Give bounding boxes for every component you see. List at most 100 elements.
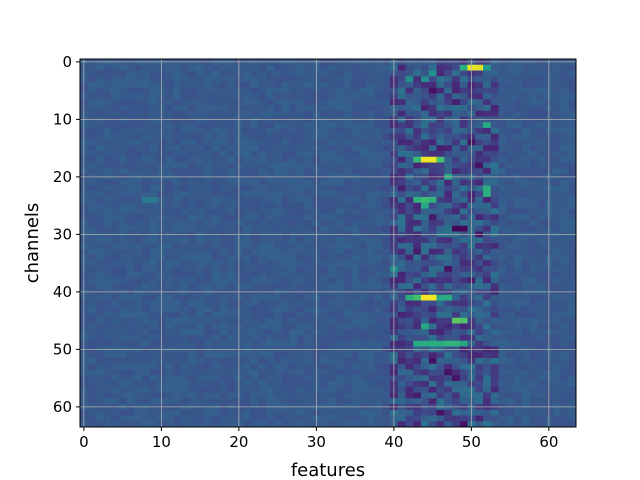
heatmap-cell bbox=[405, 70, 414, 77]
heatmap-cell bbox=[397, 254, 406, 261]
heatmap-cell bbox=[258, 335, 267, 342]
heatmap-cell bbox=[103, 76, 112, 83]
heatmap-cell bbox=[142, 254, 151, 261]
heatmap-cell bbox=[118, 306, 127, 313]
heatmap-cell bbox=[142, 145, 151, 152]
heatmap-cell bbox=[258, 145, 267, 152]
heatmap-cell bbox=[103, 312, 112, 319]
heatmap-cell bbox=[242, 317, 251, 324]
heatmap-cell bbox=[490, 156, 499, 163]
heatmap-cell bbox=[219, 329, 228, 336]
heatmap-cell bbox=[204, 191, 213, 198]
heatmap-cell bbox=[204, 392, 213, 399]
heatmap-cell bbox=[452, 133, 461, 140]
heatmap-cell bbox=[297, 128, 306, 135]
heatmap-cell bbox=[188, 151, 197, 158]
heatmap-cell bbox=[173, 363, 182, 370]
heatmap-cell bbox=[328, 421, 337, 428]
heatmap-cell bbox=[242, 208, 251, 215]
heatmap-cell bbox=[475, 409, 484, 416]
heatmap-cell bbox=[126, 220, 135, 227]
heatmap-cell bbox=[149, 335, 158, 342]
heatmap-cell bbox=[382, 168, 391, 175]
heatmap-cell bbox=[568, 260, 577, 267]
heatmap-cell bbox=[149, 151, 158, 158]
heatmap-cell bbox=[196, 266, 205, 273]
heatmap-cell bbox=[118, 340, 127, 347]
heatmap-cell bbox=[428, 208, 437, 215]
heatmap-cell bbox=[134, 243, 143, 250]
heatmap-cell bbox=[188, 386, 197, 393]
heatmap-cell bbox=[320, 340, 329, 347]
heatmap-cell bbox=[452, 271, 461, 278]
heatmap-cell bbox=[537, 64, 546, 71]
heatmap-cell bbox=[304, 312, 313, 319]
heatmap-cell bbox=[343, 317, 352, 324]
heatmap-cell bbox=[196, 225, 205, 232]
heatmap-cell bbox=[444, 185, 453, 192]
heatmap-cell bbox=[359, 122, 368, 129]
heatmap-cell bbox=[320, 329, 329, 336]
heatmap-cell bbox=[436, 386, 445, 393]
heatmap-cell bbox=[568, 300, 577, 307]
heatmap-cell bbox=[382, 133, 391, 140]
heatmap-cell bbox=[149, 133, 158, 140]
heatmap-cell bbox=[351, 145, 360, 152]
heatmap-cell bbox=[134, 392, 143, 399]
heatmap-cell bbox=[514, 162, 523, 169]
heatmap-cell bbox=[196, 248, 205, 255]
heatmap-cell bbox=[118, 128, 127, 135]
heatmap-cell bbox=[374, 87, 383, 94]
heatmap-cell bbox=[351, 168, 360, 175]
heatmap-cell bbox=[436, 76, 445, 83]
heatmap-cell bbox=[483, 110, 492, 117]
heatmap-cell bbox=[552, 214, 561, 221]
heatmap-cell bbox=[560, 329, 569, 336]
heatmap-cell bbox=[258, 386, 267, 393]
heatmap-cell bbox=[568, 237, 577, 244]
heatmap-cell bbox=[134, 162, 143, 169]
heatmap-cell bbox=[134, 99, 143, 106]
heatmap-cell bbox=[483, 277, 492, 284]
heatmap-cell bbox=[343, 128, 352, 135]
heatmap-cell bbox=[188, 381, 197, 388]
heatmap-cell bbox=[211, 70, 220, 77]
heatmap-cell bbox=[219, 415, 228, 422]
heatmap-cell bbox=[165, 145, 174, 152]
heatmap-cell bbox=[273, 64, 282, 71]
heatmap-cell bbox=[506, 237, 515, 244]
heatmap-cell bbox=[126, 128, 135, 135]
heatmap-cell bbox=[366, 122, 375, 129]
heatmap-cell bbox=[452, 220, 461, 227]
heatmap-cell bbox=[552, 99, 561, 106]
heatmap-cell bbox=[103, 168, 112, 175]
heatmap-cell bbox=[289, 191, 298, 198]
heatmap-cell bbox=[506, 254, 515, 261]
heatmap-cell bbox=[289, 340, 298, 347]
heatmap-cell bbox=[289, 87, 298, 94]
heatmap-cell bbox=[413, 145, 422, 152]
heatmap-cell bbox=[568, 128, 577, 135]
heatmap-cell bbox=[219, 179, 228, 186]
heatmap-cell bbox=[514, 329, 523, 336]
heatmap-cell bbox=[514, 76, 523, 83]
heatmap-cell bbox=[366, 202, 375, 209]
heatmap-cell bbox=[266, 133, 275, 140]
heatmap-cell bbox=[188, 306, 197, 313]
heatmap-cell bbox=[196, 283, 205, 290]
heatmap-cell bbox=[537, 208, 546, 215]
heatmap-cell bbox=[173, 162, 182, 169]
heatmap-cell bbox=[273, 260, 282, 267]
heatmap-cell bbox=[405, 237, 414, 244]
heatmap-cell bbox=[266, 409, 275, 416]
heatmap-cell bbox=[188, 300, 197, 307]
x-tick-label: 20 bbox=[229, 433, 248, 451]
x-axis-ticks: 0 10 20 30 40 50 60 bbox=[79, 427, 558, 451]
heatmap-cell bbox=[328, 156, 337, 163]
heatmap-cell bbox=[188, 398, 197, 405]
heatmap-cell bbox=[87, 99, 96, 106]
heatmap-cell bbox=[219, 277, 228, 284]
heatmap-cell bbox=[227, 145, 236, 152]
heatmap-cell bbox=[328, 283, 337, 290]
heatmap-cell bbox=[87, 358, 96, 365]
